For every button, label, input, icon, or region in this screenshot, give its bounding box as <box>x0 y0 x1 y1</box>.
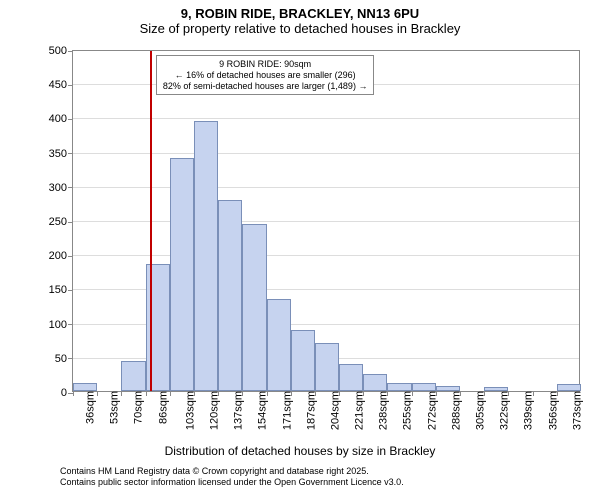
x-tick-label: 86sqm <box>155 391 169 424</box>
x-tick-mark <box>121 391 122 396</box>
chart-title-block: 9, ROBIN RIDE, BRACKLEY, NN13 6PU Size o… <box>0 0 600 36</box>
x-tick-mark <box>557 391 558 396</box>
y-tick-label: 350 <box>49 148 73 160</box>
x-tick-label: 120sqm <box>207 391 221 430</box>
x-tick-label: 70sqm <box>131 391 145 424</box>
x-tick-mark <box>73 391 74 396</box>
chart-container: { "title": { "line1": "9, ROBIN RIDE, BR… <box>0 0 600 500</box>
histogram-bar <box>218 200 242 391</box>
x-tick-label: 356sqm <box>545 391 559 430</box>
x-tick-mark <box>436 391 437 396</box>
y-tick-label: 0 <box>61 387 73 399</box>
x-tick-mark <box>339 391 340 396</box>
x-tick-mark <box>484 391 485 396</box>
x-tick-mark <box>194 391 195 396</box>
histogram-bar <box>315 343 339 391</box>
x-tick-label: 288sqm <box>448 391 462 430</box>
annotation-line-3: 82% of semi-detached houses are larger (… <box>163 81 368 92</box>
y-tick-label: 500 <box>49 45 73 57</box>
x-tick-label: 204sqm <box>327 391 341 430</box>
annotation-box: 9 ROBIN RIDE: 90sqm← 16% of detached hou… <box>156 55 375 95</box>
chart-subtitle: Size of property relative to detached ho… <box>0 21 600 36</box>
x-tick-mark <box>533 391 534 396</box>
x-tick-mark <box>218 391 219 396</box>
x-tick-label: 339sqm <box>521 391 535 430</box>
x-tick-label: 53sqm <box>107 391 121 424</box>
x-tick-mark <box>291 391 292 396</box>
x-tick-label: 221sqm <box>352 391 366 430</box>
x-tick-mark <box>363 391 364 396</box>
histogram-bar <box>267 299 291 391</box>
histogram-bar <box>121 361 145 391</box>
histogram-bar <box>363 374 387 391</box>
x-tick-label: 187sqm <box>303 391 317 430</box>
histogram-bar <box>194 121 218 391</box>
x-tick-label: 255sqm <box>400 391 414 430</box>
histogram-bar <box>291 330 315 391</box>
x-tick-label: 171sqm <box>279 391 293 430</box>
x-tick-label: 103sqm <box>182 391 196 430</box>
footer-attribution: Contains HM Land Registry data © Crown c… <box>60 466 404 488</box>
x-tick-mark <box>97 391 98 396</box>
x-tick-label: 322sqm <box>497 391 511 430</box>
x-axis-label: Distribution of detached houses by size … <box>0 444 600 458</box>
y-tick-label: 400 <box>49 113 73 125</box>
histogram-bar <box>339 364 363 391</box>
footer-line-1: Contains HM Land Registry data © Crown c… <box>60 466 404 477</box>
histogram-bar <box>170 158 194 391</box>
histogram-bar <box>387 383 411 391</box>
x-tick-mark <box>508 391 509 396</box>
x-tick-label: 238sqm <box>376 391 390 430</box>
x-tick-mark <box>146 391 147 396</box>
y-tick-label: 50 <box>55 353 73 365</box>
x-tick-mark <box>387 391 388 396</box>
x-tick-label: 36sqm <box>83 391 97 424</box>
x-tick-mark <box>315 391 316 396</box>
x-tick-label: 272sqm <box>424 391 438 430</box>
x-tick-mark <box>412 391 413 396</box>
property-marker-line <box>150 51 152 391</box>
x-tick-mark <box>242 391 243 396</box>
y-tick-label: 250 <box>49 216 73 228</box>
y-tick-label: 150 <box>49 284 73 296</box>
y-tick-label: 300 <box>49 182 73 194</box>
x-tick-mark <box>460 391 461 396</box>
footer-line-2: Contains public sector information licen… <box>60 477 404 488</box>
histogram-bar <box>242 224 266 391</box>
y-tick-label: 450 <box>49 79 73 91</box>
x-tick-mark <box>170 391 171 396</box>
histogram-bar <box>73 383 97 391</box>
annotation-line-1: 9 ROBIN RIDE: 90sqm <box>163 59 368 70</box>
x-tick-label: 305sqm <box>473 391 487 430</box>
annotation-line-2: ← 16% of detached houses are smaller (29… <box>163 70 368 81</box>
x-tick-mark <box>267 391 268 396</box>
y-tick-label: 100 <box>49 319 73 331</box>
plot-area: 05010015020025030035040045050036sqm53sqm… <box>72 50 580 392</box>
y-tick-label: 200 <box>49 250 73 262</box>
chart-title-main: 9, ROBIN RIDE, BRACKLEY, NN13 6PU <box>0 6 600 21</box>
histogram-bar <box>412 383 436 391</box>
histogram-bar <box>557 384 581 391</box>
x-tick-label: 373sqm <box>569 391 583 430</box>
x-tick-label: 154sqm <box>255 391 269 430</box>
x-tick-label: 137sqm <box>231 391 245 430</box>
